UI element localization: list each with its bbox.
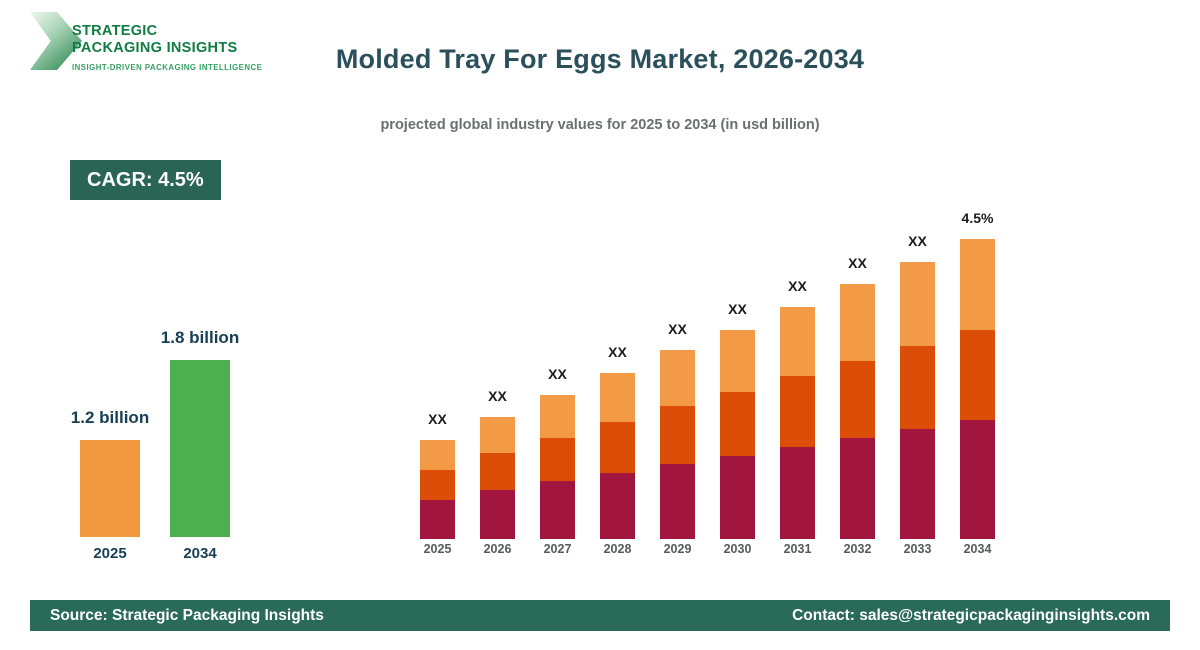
mini-bar-column-2025: 1.2 billion — [71, 408, 149, 537]
bar-value-label: 1.8 billion — [160, 328, 240, 347]
x-axis-label-2027: 2027 — [543, 542, 572, 556]
bar-2026-segment-middle — [480, 453, 515, 490]
main-chart-bars: XX XX XX XX XX XX XX XX XX 4.5% — [420, 200, 1000, 539]
bar-2029-segment-top — [660, 350, 695, 406]
bar-2025-segment-top — [420, 440, 455, 470]
main-chart-years: 2025 2026 2027 2028 2029 2030 2031 2032 2033 2034 — [420, 542, 1000, 556]
x-axis-label-2025: 2025 — [93, 545, 127, 562]
bar-value-label: XX — [908, 233, 927, 249]
page-title: Molded Tray For Eggs Market, 2026-2034 — [335, 44, 865, 74]
bar-value-label: XX — [488, 388, 507, 404]
mini-bar-2034 — [170, 360, 230, 537]
bar-2029-segment-bottom — [660, 464, 695, 539]
mini-chart-years: 2025 2034 — [80, 545, 230, 562]
bar-2033-segment-bottom — [900, 429, 935, 539]
bar-2034-segment-bottom — [960, 420, 995, 539]
bar-value-label: 4.5% — [961, 210, 994, 226]
bar-2028-segment-top — [600, 373, 635, 422]
logo-name-line2: PACKAGING INSIGHTS — [72, 39, 238, 56]
bar-2031-segment-bottom — [780, 447, 815, 539]
x-axis-label-2029: 2029 — [663, 542, 692, 556]
x-axis-label-2033: 2033 — [903, 542, 932, 556]
bar-2032-segment-bottom — [840, 438, 875, 539]
bar-value-label: XX — [608, 344, 627, 360]
bar-2034-segment-top — [960, 239, 995, 330]
x-axis-label-2032: 2032 — [843, 542, 872, 556]
bar-2028-segment-bottom — [600, 473, 635, 539]
x-axis-label-2030: 2030 — [723, 542, 752, 556]
x-axis-label-2034: 2034 — [183, 545, 217, 562]
stacked-bar-column-2025: XX — [420, 411, 455, 539]
bar-2032-segment-middle — [840, 361, 875, 438]
bar-2027-segment-top — [540, 395, 575, 438]
stacked-bar-column-2028: XX — [600, 344, 635, 539]
x-axis-label-2031: 2031 — [783, 542, 812, 556]
bar-value-label: XX — [428, 411, 447, 427]
x-axis-label-2034: 2034 — [963, 542, 992, 556]
main-chart: XX XX XX XX XX XX XX XX XX 4.5% 2025 2026 2027 2028 2… — [420, 200, 1000, 556]
bar-2027-segment-middle — [540, 438, 575, 481]
subtitle: projected global industry values for 202… — [380, 117, 820, 133]
stacked-bar-column-2026: XX — [480, 388, 515, 539]
mini-bar-2025 — [80, 440, 140, 537]
stacked-bar-column-2033: XX — [900, 233, 935, 539]
stacked-bar-column-2031: XX — [780, 278, 815, 539]
bar-value-label: XX — [668, 321, 687, 337]
mini-chart: 1.2 billion 1.8 billion 2025 2034 — [71, 298, 239, 562]
logo-text: STRATEGIC PACKAGING INSIGHTS INSIGHT-DRI… — [72, 23, 262, 72]
mini-bar-column-2034: 1.8 billion — [161, 328, 239, 537]
stacked-bar-column-2032: XX — [840, 255, 875, 539]
stacked-bar-column-2034: 4.5% — [960, 210, 995, 539]
logo-name-line1: STRATEGIC — [72, 23, 158, 39]
bar-value-label: XX — [788, 278, 807, 294]
bar-2034-segment-middle — [960, 330, 995, 420]
bar-value-label: XX — [548, 366, 567, 382]
bar-2025-segment-bottom — [420, 500, 455, 539]
mini-chart-bars: 1.2 billion 1.8 billion — [71, 298, 239, 537]
footer-contact: Contact: sales@strategicpackaginginsight… — [792, 606, 1150, 624]
bar-2028-segment-middle — [600, 422, 635, 473]
bar-2025-segment-middle — [420, 470, 455, 500]
bar-2030-segment-bottom — [720, 456, 755, 539]
footer-bar: Source: Strategic Packaging Insights Con… — [30, 600, 1170, 631]
bar-value-label: 1.2 billion — [70, 408, 150, 427]
bar-2031-segment-middle — [780, 376, 815, 447]
bar-2027-segment-bottom — [540, 481, 575, 539]
stacked-bar-column-2027: XX — [540, 366, 575, 539]
bar-value-label: XX — [728, 301, 747, 317]
bar-2029-segment-middle — [660, 406, 695, 464]
cagr-badge: CAGR: 4.5% — [70, 160, 221, 200]
bar-2026-segment-top — [480, 417, 515, 453]
bar-2030-segment-top — [720, 330, 755, 392]
stacked-bar-column-2030: XX — [720, 301, 755, 539]
bar-value-label: XX — [848, 255, 867, 271]
bar-2026-segment-bottom — [480, 490, 515, 539]
footer-source: Source: Strategic Packaging Insights — [50, 606, 324, 624]
bar-2030-segment-middle — [720, 392, 755, 456]
stacked-bar-column-2029: XX — [660, 321, 695, 539]
bar-2033-segment-middle — [900, 346, 935, 429]
logo-tagline: INSIGHT-DRIVEN PACKAGING INTELLIGENCE — [72, 63, 263, 73]
bar-2031-segment-top — [780, 307, 815, 376]
bar-2032-segment-top — [840, 284, 875, 361]
x-axis-label-2028: 2028 — [603, 542, 632, 556]
bar-2033-segment-top — [900, 262, 935, 346]
x-axis-label-2025: 2025 — [423, 542, 452, 556]
x-axis-label-2026: 2026 — [483, 542, 512, 556]
logo: STRATEGIC PACKAGING INSIGHTS INSIGHT-DRI… — [30, 10, 290, 80]
